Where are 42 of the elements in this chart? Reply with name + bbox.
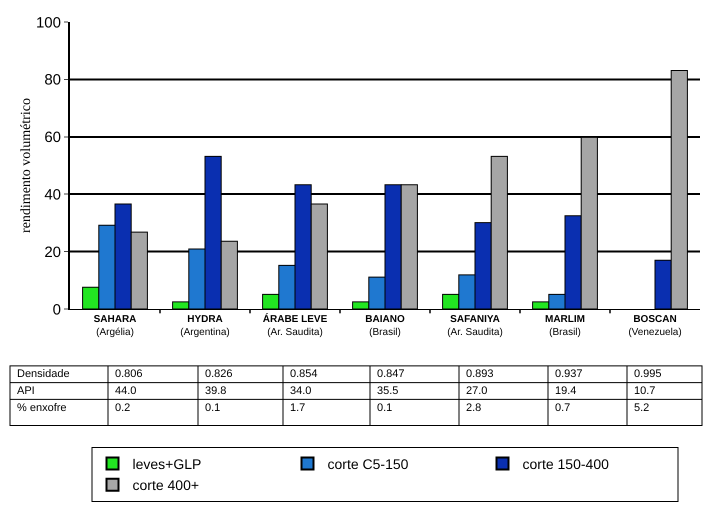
text: 0.847 — [377, 368, 405, 380]
legend-label: leves+GLP — [132, 456, 202, 472]
x-tick-label: BOSCAN (Venezuela) — [628, 314, 682, 338]
y-tick-label: 100 — [36, 14, 61, 32]
y-tick-label: 40 — [44, 186, 61, 204]
text: 39.8 — [205, 385, 226, 397]
text: 0.826 — [205, 368, 233, 380]
text: 35.5 — [377, 385, 398, 397]
text: 0.2 — [115, 402, 130, 414]
x-tick-label: SAHARA (Argélia) — [94, 314, 136, 338]
x-tick-label: BAIANO (Brasil) — [365, 314, 405, 338]
text: 1.7 — [290, 402, 306, 414]
y-tick-label: 60 — [44, 129, 61, 146]
text: 19.4 — [555, 385, 576, 397]
x-tick-label: ÁRABE LEVE (Ar. Saudita) — [262, 313, 328, 338]
x-tick-label: HYDRA (Argentina) — [180, 314, 230, 338]
text: 5.2 — [634, 402, 650, 414]
text: 34.0 — [290, 385, 312, 397]
y-axis-title: rendimento volumétrico — [19, 98, 34, 233]
x-tick-label: SAFANIYA (Ar. Saudita) — [447, 314, 503, 338]
text: 2.8 — [466, 402, 482, 414]
text: 0.937 — [555, 368, 583, 380]
text: API — [17, 385, 35, 397]
y-tick-label: 0 — [52, 301, 61, 318]
text: 0.7 — [555, 402, 570, 414]
text: 0.995 — [634, 368, 662, 380]
x-tick-label: MARLIM (Brasil) — [545, 314, 585, 338]
text: 0.854 — [290, 368, 318, 380]
text: 0.1 — [205, 402, 220, 414]
text: 44.0 — [115, 385, 136, 397]
legend-label: corte 150-400 — [522, 456, 610, 472]
text: % enxofre — [17, 402, 67, 414]
text: 27.0 — [466, 385, 488, 397]
legend-label: corte 400+ — [132, 477, 200, 494]
text: 0.893 — [466, 368, 494, 380]
text: 10.7 — [634, 385, 656, 397]
text: 0.806 — [115, 368, 143, 380]
text: 0.1 — [377, 402, 392, 414]
y-tick-label: 80 — [44, 72, 61, 89]
text: Densidade — [17, 368, 70, 380]
legend-label: corte C5-150 — [328, 456, 409, 472]
y-tick-label: 20 — [44, 244, 61, 261]
